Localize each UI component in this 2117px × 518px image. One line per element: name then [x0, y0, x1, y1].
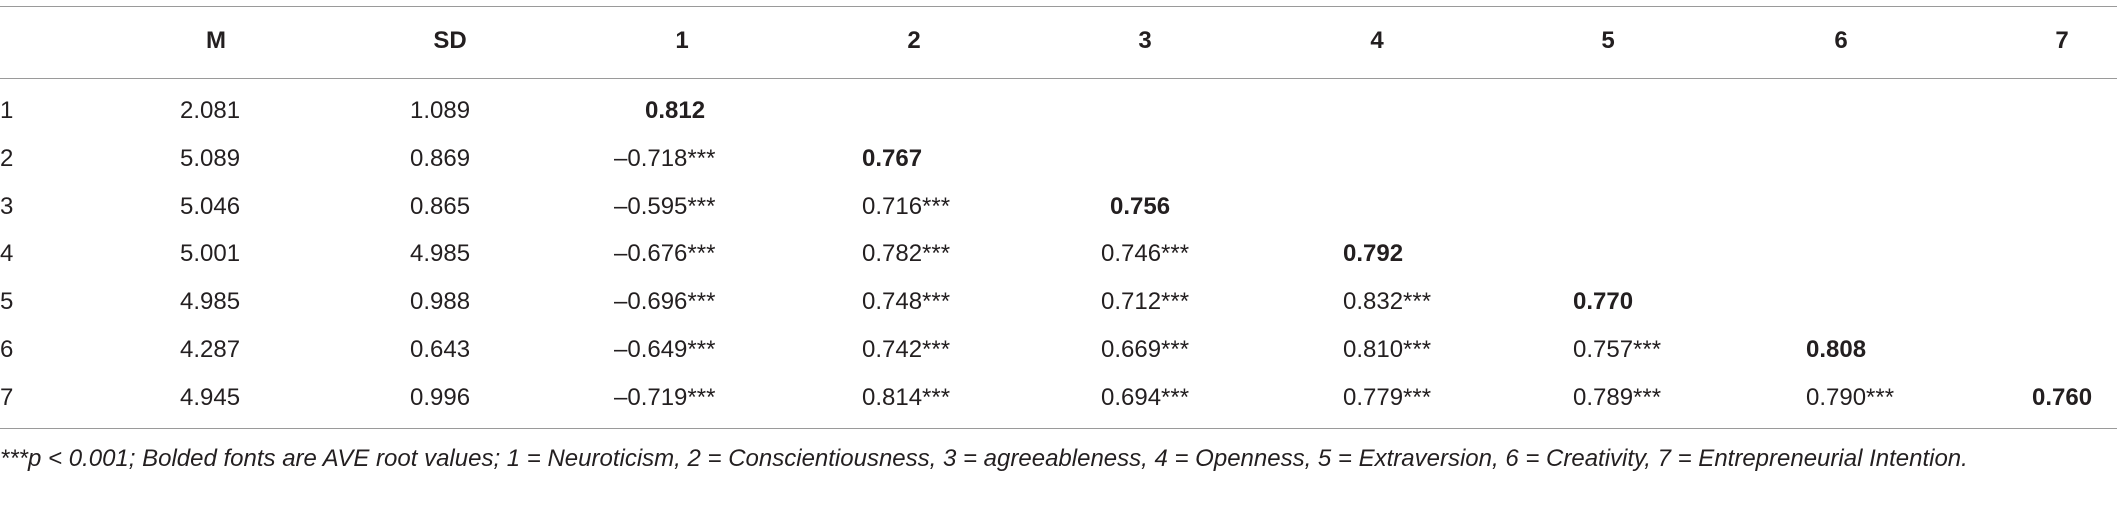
column-header: 6: [1834, 27, 1848, 54]
table-cell: 0.779***: [1343, 384, 1432, 411]
table-cell: 0.669***: [1101, 336, 1190, 363]
table-cell: 0.756: [1110, 193, 1171, 220]
column-header: 5: [1601, 27, 1615, 54]
table-cell: 4.287: [180, 336, 241, 363]
table-cell: 5.001: [180, 240, 241, 267]
column-header: 1: [675, 27, 689, 54]
table-cell: 1.089: [410, 97, 471, 124]
table-cell: 0.716***: [862, 193, 951, 220]
table-cell: –0.719***: [614, 384, 716, 411]
table-cell: 0.869: [410, 145, 471, 172]
table-cell: 5.089: [180, 145, 241, 172]
table-cell: 0.643: [410, 336, 471, 363]
row-label: 3: [0, 193, 14, 220]
table-cell: 0.832***: [1343, 288, 1432, 315]
table-cell: 0.770: [1573, 288, 1634, 315]
top-rule: [0, 6, 2117, 7]
footnote: ***p < 0.001; Bolded fonts are AVE root …: [0, 445, 1968, 472]
table-cell: 0.767: [862, 145, 923, 172]
table-cell: 0.748***: [862, 288, 951, 315]
table-cell: 0.742***: [862, 336, 951, 363]
table-cell: 4.985: [180, 288, 241, 315]
table-cell: 0.814***: [862, 384, 951, 411]
bottom-rule: [0, 428, 2117, 429]
table-cell: 0.812: [645, 97, 706, 124]
row-label: 7: [0, 384, 14, 411]
column-header: SD: [433, 27, 467, 54]
table-cell: 0.792: [1343, 240, 1404, 267]
column-header: 7: [2055, 27, 2069, 54]
table-cell: –0.696***: [614, 288, 716, 315]
table-cell: –0.676***: [614, 240, 716, 267]
table-cell: 0.988: [410, 288, 471, 315]
table-cell: 0.782***: [862, 240, 951, 267]
table-cell: 0.757***: [1573, 336, 1662, 363]
table-cell: 0.694***: [1101, 384, 1190, 411]
row-label: 4: [0, 240, 14, 267]
table-cell: 0.790***: [1806, 384, 1895, 411]
table-cell: 0.865: [410, 193, 471, 220]
table-cell: 0.712***: [1101, 288, 1190, 315]
column-header: M: [206, 27, 226, 54]
row-label: 5: [0, 288, 14, 315]
row-label: 6: [0, 336, 14, 363]
table-cell: 4.945: [180, 384, 241, 411]
column-header: 2: [907, 27, 921, 54]
table-cell: 5.046: [180, 193, 241, 220]
column-header: 3: [1138, 27, 1152, 54]
row-label: 1: [0, 97, 14, 124]
table-cell: 0.760: [2032, 384, 2093, 411]
table-cell: 0.808: [1806, 336, 1867, 363]
table-cell: –0.595***: [614, 193, 716, 220]
table-cell: 0.996: [410, 384, 471, 411]
table-cell: 0.789***: [1573, 384, 1662, 411]
table-cell: –0.718***: [614, 145, 716, 172]
header-rule: [0, 78, 2117, 79]
row-label: 2: [0, 145, 14, 172]
table-cell: 2.081: [180, 97, 241, 124]
table-cell: 0.746***: [1101, 240, 1190, 267]
column-header: 4: [1370, 27, 1384, 54]
table-cell: 4.985: [410, 240, 471, 267]
table-cell: –0.649***: [614, 336, 716, 363]
table-cell: 0.810***: [1343, 336, 1432, 363]
